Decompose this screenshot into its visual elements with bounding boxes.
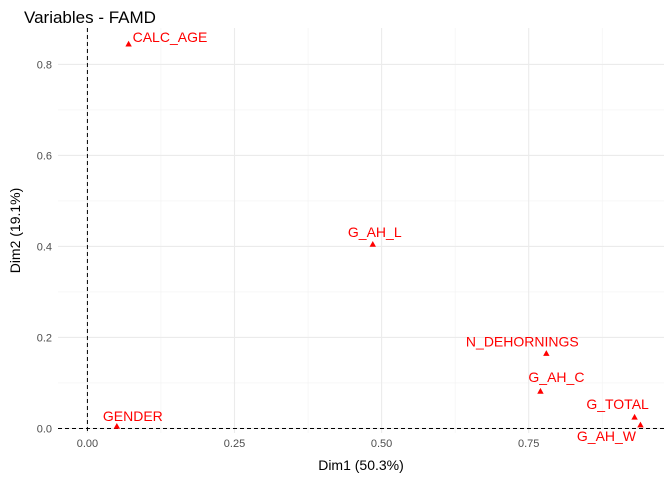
y-tick-label: 0.4 (37, 241, 52, 253)
point-label-gender: GENDER (103, 408, 163, 424)
x-axis-title: Dim1 (50.3%) (318, 457, 404, 473)
point-label-n-dehornings: N_DEHORNINGS (466, 333, 579, 349)
data-points (113, 40, 644, 429)
y-axis-title: Dim2 (19.1%) (7, 188, 23, 274)
reference-lines (58, 28, 664, 433)
major-gridlines (58, 28, 664, 433)
data-point-n-dehornings (543, 350, 550, 356)
y-tick-label: 0.0 (37, 423, 52, 435)
y-tick-label: 0.2 (37, 332, 52, 344)
data-point-g-ah-w (637, 421, 644, 428)
x-tick-label: 0.00 (77, 438, 98, 450)
point-labels: CALC_AGE G_AH_L N_DEHORNINGS G_AH_CG_TOTAL G… (103, 29, 649, 444)
x-tick-label: 0.75 (518, 438, 539, 450)
chart-title: Variables - FAMD (24, 8, 156, 27)
data-point-g-ah-l (369, 240, 376, 247)
point-label-g-ah-l: G_AH_L (348, 224, 402, 240)
x-tick-label: 0.50 (371, 438, 392, 450)
point-label-g-ah-w: G_AH_W (577, 428, 637, 444)
point-label-calc-age: CALC_AGE (133, 29, 208, 45)
minor-gridlines (58, 28, 664, 433)
data-point-calc-age (125, 40, 132, 47)
data-point-g-ah-c (537, 387, 544, 394)
plot-panel (58, 28, 664, 433)
x-tick-label: 0.25 (224, 438, 245, 450)
x-axis-ticks: 0.00 0.25 0.50 0.75 (77, 438, 540, 450)
y-tick-label: 0.8 (37, 59, 52, 71)
point-label-g-ah-c: G_AH_C (528, 369, 584, 385)
data-point-g-total (631, 413, 638, 420)
y-tick-label: 0.6 (37, 150, 52, 162)
y-axis-ticks: 0.0 0.2 0.4 0.6 0.8 (37, 59, 52, 435)
data-point-gender (113, 422, 121, 429)
point-label-g-total: G_TOTAL (586, 396, 649, 412)
